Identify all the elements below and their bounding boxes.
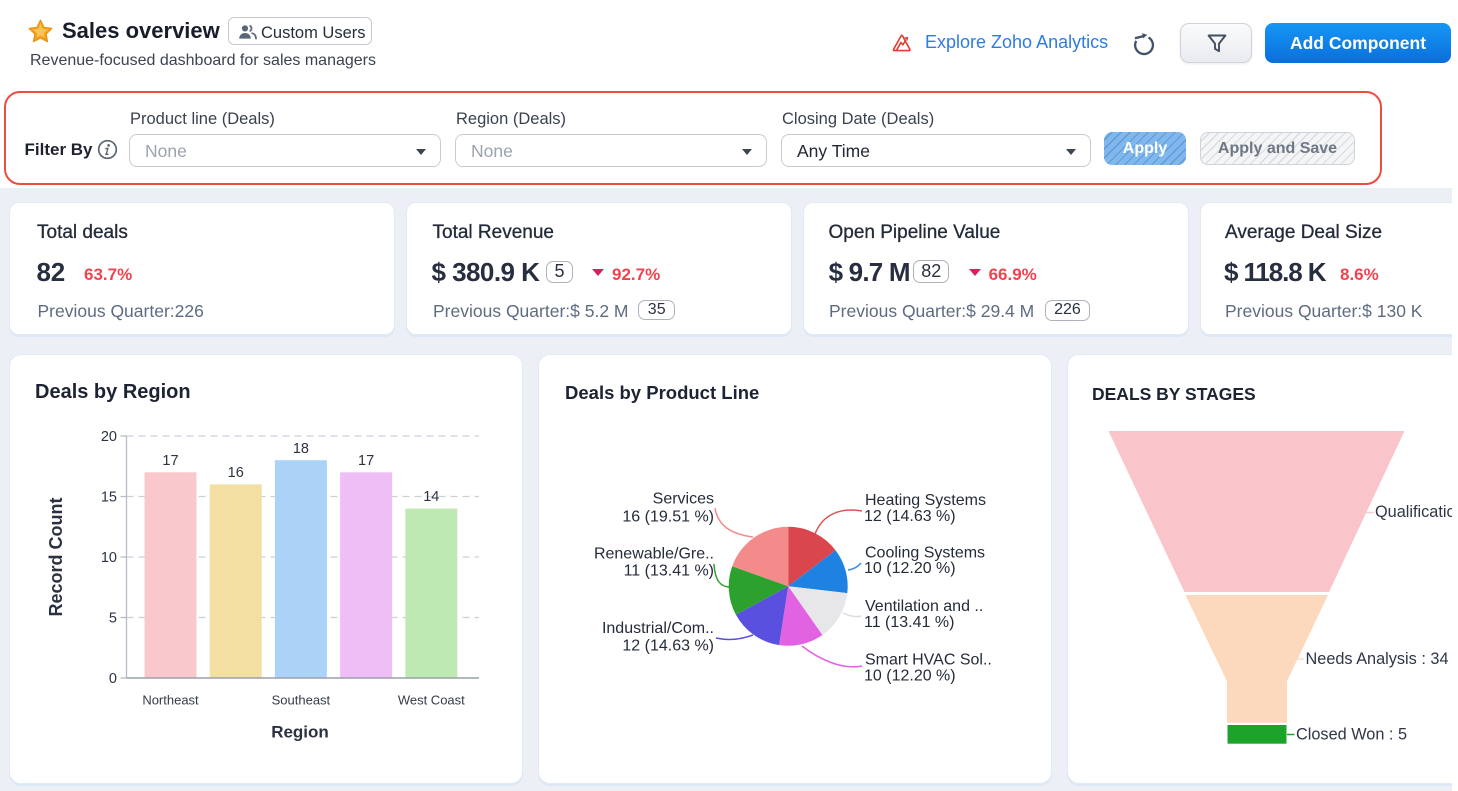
- svg-text:17: 17: [358, 453, 374, 469]
- svg-text:0: 0: [109, 671, 117, 687]
- svg-text:Heating Systems: Heating Systems: [865, 492, 986, 509]
- svg-text:10 (12.20 %): 10 (12.20 %): [864, 560, 956, 577]
- svg-text:11 (13.41 %): 11 (13.41 %): [624, 563, 714, 580]
- svg-text:Region: Region: [271, 723, 329, 742]
- svg-text:Southeast: Southeast: [272, 693, 331, 708]
- svg-text:Deals by Product Line: Deals by Product Line: [565, 382, 759, 403]
- svg-text:16 (19.51 %): 16 (19.51 %): [622, 509, 714, 526]
- svg-text:Northeast: Northeast: [142, 693, 199, 708]
- svg-text:Renewable/Gre..: Renewable/Gre..: [594, 546, 714, 563]
- svg-text:DEALS BY STAGES: DEALS BY STAGES: [1092, 384, 1256, 404]
- svg-text:Closed Won : 5: Closed Won : 5: [1296, 725, 1407, 743]
- svg-text:Services: Services: [653, 490, 714, 507]
- svg-text:20: 20: [101, 429, 117, 445]
- svg-text:12 (14.63 %): 12 (14.63 %): [622, 637, 714, 654]
- svg-text:16: 16: [228, 465, 244, 481]
- svg-text:Record Count: Record Count: [46, 497, 66, 616]
- svg-text:18: 18: [293, 441, 309, 457]
- svg-text:12 (14.63 %): 12 (14.63 %): [864, 508, 956, 525]
- svg-text:15: 15: [101, 490, 117, 506]
- svg-text:Industrial/Com..: Industrial/Com..: [602, 620, 714, 637]
- svg-text:Needs Analysis : 34: Needs Analysis : 34: [1306, 650, 1449, 668]
- svg-text:17: 17: [162, 453, 178, 469]
- svg-text:Qualification : 43: Qualification : 43: [1375, 503, 1458, 521]
- svg-text:14: 14: [423, 489, 439, 505]
- svg-text:Cooling Systems: Cooling Systems: [865, 544, 985, 561]
- svg-text:10 (12.20 %): 10 (12.20 %): [864, 668, 956, 685]
- svg-text:Deals by Region: Deals by Region: [35, 381, 191, 403]
- svg-text:5: 5: [109, 611, 117, 627]
- svg-text:10: 10: [101, 550, 117, 566]
- svg-text:11 (13.41 %): 11 (13.41 %): [864, 614, 954, 631]
- svg-text:Ventilation and ..: Ventilation and ..: [865, 598, 983, 615]
- svg-text:Smart HVAC Sol..: Smart HVAC Sol..: [865, 652, 992, 669]
- svg-text:West Coast: West Coast: [398, 693, 465, 708]
